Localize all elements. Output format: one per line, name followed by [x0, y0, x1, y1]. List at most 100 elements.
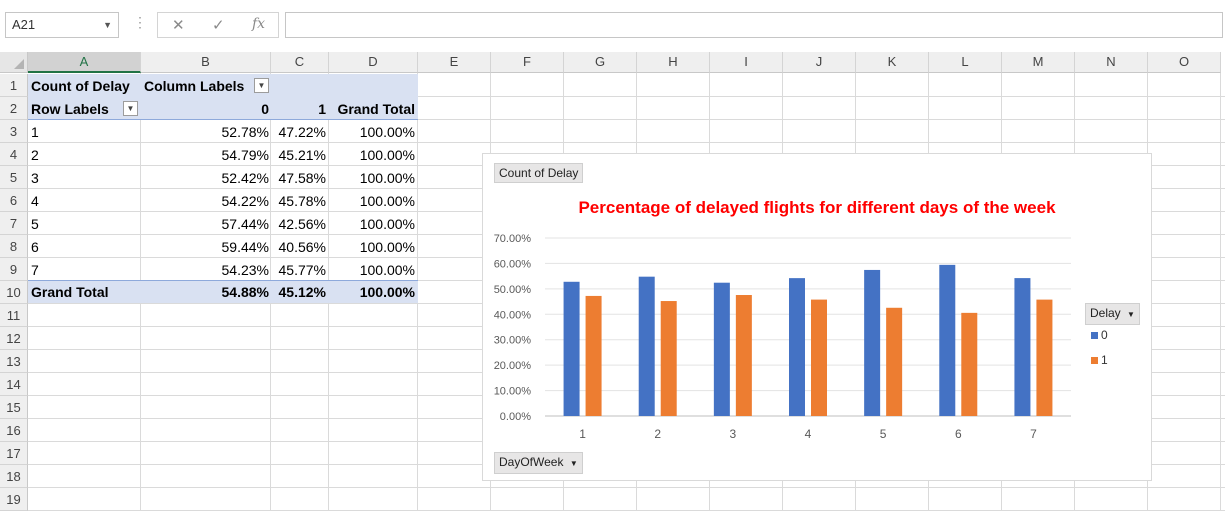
column-header-n[interactable]: N [1075, 52, 1148, 73]
pivot-col-key-0: 0 [261, 101, 269, 117]
row-header-11[interactable]: 11 [0, 304, 28, 327]
column-header-b[interactable]: B [141, 52, 271, 73]
pivot-cell-v0: 54.79% [221, 147, 269, 163]
pivot-cell-total: 100.00% [359, 262, 415, 278]
row-header-3[interactable]: 3 [0, 120, 28, 143]
column-header-l[interactable]: L [929, 52, 1002, 73]
pivot-cell-v1: 45.78% [278, 193, 326, 209]
pivot-cell-total: 100.00% [359, 239, 415, 255]
row-header-2[interactable]: 2 [0, 97, 28, 120]
pivot-header-rule [28, 119, 418, 120]
axis-field-button[interactable]: DayOfWeek ▼ [494, 452, 583, 474]
pivot-grand-total-total: 100.00% [359, 284, 415, 300]
legend-field-dropdown-icon: ▼ [1127, 310, 1135, 319]
row-header-17[interactable]: 17 [0, 442, 28, 465]
row-header-9[interactable]: 9 [0, 258, 28, 281]
pivot-cell-total: 100.00% [359, 170, 415, 186]
axis-field-dropdown-icon: ▼ [569, 459, 578, 468]
row-header-19[interactable]: 19 [0, 488, 28, 511]
x-tick-label: 1 [579, 427, 586, 441]
column-labels-filter-button[interactable]: ▼ [254, 78, 269, 93]
row-header-10[interactable]: 10 [0, 281, 28, 304]
y-tick-label: 60.00% [494, 258, 532, 270]
x-tick-label: 6 [955, 427, 962, 441]
row-header-13[interactable]: 13 [0, 350, 28, 373]
row-header-14[interactable]: 14 [0, 373, 28, 396]
legend-label-1: 1 [1101, 353, 1108, 367]
legend-label-0: 0 [1101, 328, 1108, 342]
chevron-down-icon[interactable]: ▼ [103, 20, 112, 30]
column-header-k[interactable]: K [856, 52, 929, 73]
row-header-1[interactable]: 1 [0, 74, 28, 97]
bar-series-0 [939, 264, 956, 416]
legend-item-0: 0 [1091, 328, 1108, 342]
column-header-o[interactable]: O [1148, 52, 1221, 73]
legend-field-label: Delay [1090, 306, 1121, 320]
name-box[interactable]: A21 ▼ [5, 12, 119, 38]
y-tick-label: 50.00% [494, 284, 532, 296]
row-header-8[interactable]: 8 [0, 235, 28, 258]
pivot-cell-v1: 47.58% [278, 170, 326, 186]
column-header-f[interactable]: F [491, 52, 564, 73]
bar-series-1 [811, 299, 827, 416]
pivot-grand-total-v0: 54.88% [221, 284, 269, 300]
row-header-16[interactable]: 16 [0, 419, 28, 442]
row-header-15[interactable]: 15 [0, 396, 28, 419]
row-labels-filter-button[interactable]: ▼ [123, 101, 138, 116]
enter-icon[interactable]: ✓ [212, 17, 225, 34]
pivot-cell-v0: 52.42% [221, 170, 269, 186]
gridline-row [28, 96, 1225, 97]
column-header-j[interactable]: J [783, 52, 856, 73]
select-all-button[interactable] [0, 52, 28, 73]
gridline-row [28, 119, 1225, 120]
bar-series-0 [1014, 278, 1031, 416]
pivot-col-key-1: 1 [318, 101, 326, 117]
pivot-cell-v1: 42.56% [278, 216, 326, 232]
pivot-cell-v1: 45.77% [278, 262, 326, 278]
column-header-h[interactable]: H [637, 52, 710, 73]
formula-input[interactable] [285, 12, 1223, 38]
values-field-button[interactable]: Count of Delay [494, 163, 584, 183]
pivot-column-labels: Column Labels [144, 78, 245, 94]
column-header-a[interactable]: A [28, 52, 141, 73]
pivot-cell-total: 100.00% [359, 193, 415, 209]
row-header-7[interactable]: 7 [0, 212, 28, 235]
column-header-m[interactable]: M [1002, 52, 1075, 73]
legend-swatch-0 [1091, 332, 1098, 339]
pivot-grand-total-label: Grand Total [31, 284, 109, 300]
pivot-cell-total: 100.00% [359, 216, 415, 232]
gridline-row [28, 142, 1225, 143]
row-header-4[interactable]: 4 [0, 143, 28, 166]
pivot-cell-v0: 54.22% [221, 193, 269, 209]
pivot-cell-v0: 59.44% [221, 239, 269, 255]
bar-series-1 [585, 295, 602, 416]
bar-series-1 [1036, 299, 1053, 416]
column-header-i[interactable]: I [710, 52, 783, 73]
pivot-row-label: 4 [31, 193, 39, 209]
y-tick-label: 30.00% [494, 335, 532, 347]
pivot-row-label: 1 [31, 124, 39, 140]
gridline-row [28, 487, 1225, 488]
legend-field-button[interactable]: Delay ▼ [1085, 303, 1140, 325]
insert-function-icon[interactable]: fx [252, 16, 266, 32]
cancel-icon[interactable]: ✕ [172, 17, 185, 34]
column-header-c[interactable]: C [271, 52, 329, 73]
pivot-cell-v1: 40.56% [278, 239, 326, 255]
pivot-col-key-total: Grand Total [337, 101, 415, 117]
x-tick-label: 3 [730, 427, 737, 441]
row-header-5[interactable]: 5 [0, 166, 28, 189]
pivot-total-rule [28, 280, 418, 281]
pivot-cell-v1: 45.21% [278, 147, 326, 163]
column-header-d[interactable]: D [329, 52, 418, 73]
y-tick-label: 20.00% [494, 360, 532, 372]
bar-series-0 [864, 269, 881, 416]
column-header-g[interactable]: G [564, 52, 637, 73]
row-header-18[interactable]: 18 [0, 465, 28, 488]
row-header-6[interactable]: 6 [0, 189, 28, 212]
pivot-cell-v0: 52.78% [221, 124, 269, 140]
column-header-e[interactable]: E [418, 52, 491, 73]
pivot-chart[interactable]: Count of Delay Percentage of delayed fli… [482, 153, 1152, 481]
pivot-row-label: 3 [31, 170, 39, 186]
y-tick-label: 40.00% [494, 309, 532, 321]
row-header-12[interactable]: 12 [0, 327, 28, 350]
